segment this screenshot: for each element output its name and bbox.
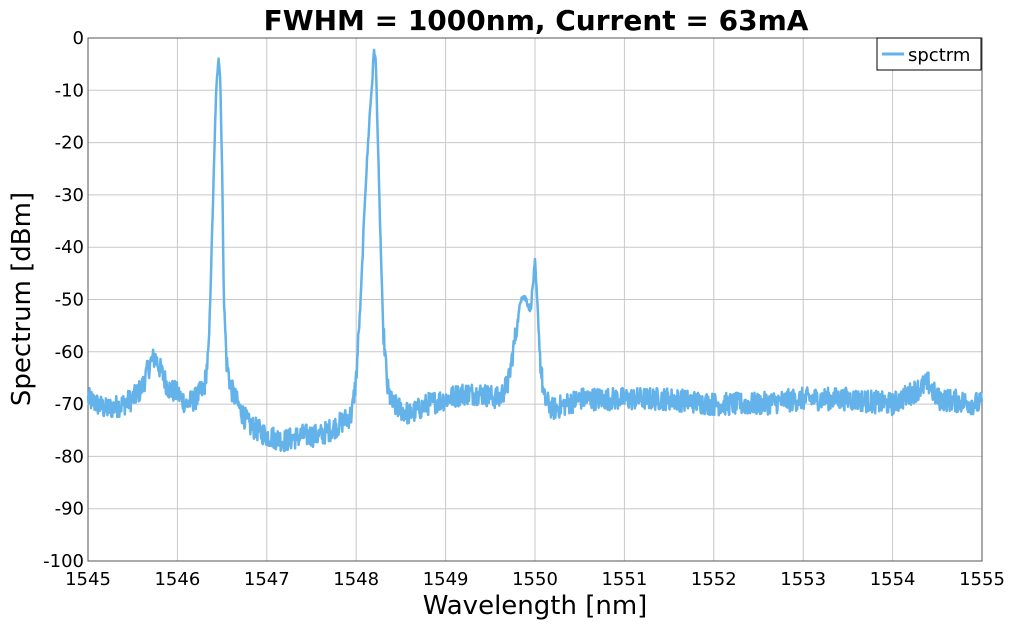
series-line-spctrm	[86, 48, 984, 453]
y-tick-label: -80	[55, 446, 84, 467]
legend-label-spctrm: spctrm	[908, 45, 970, 66]
x-tick-label: 1554	[870, 569, 916, 590]
x-tick-label: 1551	[601, 569, 647, 590]
x-tick-label: 1545	[65, 569, 111, 590]
y-tick-label: -30	[55, 185, 84, 206]
y-tick-label: -100	[43, 551, 84, 572]
x-tick-label: 1547	[244, 569, 290, 590]
y-tick-label: -70	[55, 394, 84, 415]
y-tick-label: -10	[55, 80, 84, 101]
y-tick-label: 0	[73, 28, 84, 49]
y-axis-label: Spectrum [dBm]	[7, 192, 37, 406]
x-tick-label: 1553	[780, 569, 826, 590]
y-tick-label: -50	[55, 290, 84, 311]
y-tick-label: -90	[55, 499, 84, 520]
x-tick-label: 1546	[154, 569, 200, 590]
x-tick-label: 1548	[333, 569, 379, 590]
x-tick-label: 1550	[512, 569, 558, 590]
y-tick-label: -40	[55, 237, 84, 258]
y-tick-labels: 0 -10 -20 -30 -40 -50 -60 -70 -80 -90 -100	[43, 28, 84, 572]
y-tick-label: -60	[55, 342, 84, 363]
x-tick-label: 1552	[691, 569, 737, 590]
x-tick-label: 1549	[423, 569, 469, 590]
x-tick-label: 1555	[959, 569, 1005, 590]
x-tick-labels: 1545 1546 1547 1548 1549 1550 1551 1552 1553 1554…	[65, 569, 1005, 590]
chart-title: FWHM = 1000nm, Current = 63mA	[264, 4, 809, 37]
y-tick-label: -20	[55, 133, 84, 154]
plot-frame	[87, 37, 983, 562]
x-axis-label: Wavelength [nm]	[423, 591, 648, 621]
legend: spctrm	[876, 37, 982, 71]
